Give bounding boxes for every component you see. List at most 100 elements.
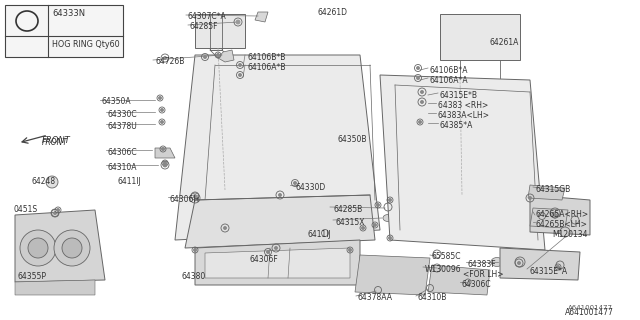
Ellipse shape [250,254,280,272]
Polygon shape [500,248,580,280]
Circle shape [388,198,392,202]
Text: 64330D: 64330D [295,183,325,192]
Polygon shape [530,195,590,235]
Circle shape [163,57,166,60]
Circle shape [20,230,56,266]
Polygon shape [428,265,490,295]
Text: 64310B: 64310B [418,293,447,302]
Circle shape [419,121,422,124]
Text: 64315E*A: 64315E*A [530,267,568,276]
Circle shape [557,266,559,268]
Text: 64248: 64248 [32,177,56,186]
Text: <FOR LH>: <FOR LH> [463,270,504,279]
Ellipse shape [383,214,393,221]
Text: 64285B: 64285B [333,205,362,214]
Circle shape [236,20,240,24]
Circle shape [163,163,167,167]
Text: A641001477: A641001477 [565,308,614,317]
Text: 64726B: 64726B [155,57,184,66]
Circle shape [193,249,196,252]
Text: FRONT: FRONT [42,136,71,145]
Circle shape [62,238,82,258]
Text: 64315GB: 64315GB [535,185,570,194]
Circle shape [28,238,48,258]
Text: 64265A<RH>: 64265A<RH> [535,210,588,219]
Text: 64307C*A: 64307C*A [188,12,227,21]
Text: 64265B<LH>: 64265B<LH> [535,220,587,229]
Text: 64385*A: 64385*A [440,121,474,130]
Text: M120134: M120134 [552,230,588,239]
Text: 64355P: 64355P [18,272,47,281]
Ellipse shape [200,193,211,201]
Circle shape [417,67,419,69]
Circle shape [223,227,227,229]
Text: 64383F: 64383F [468,260,497,269]
Text: 64350A: 64350A [102,97,132,106]
Text: 64306C: 64306C [462,280,492,289]
Circle shape [239,63,241,67]
Text: 64261A: 64261A [490,38,520,47]
Circle shape [278,194,282,196]
Circle shape [417,76,419,79]
Polygon shape [255,12,268,22]
Circle shape [294,181,296,185]
Circle shape [275,246,278,250]
Circle shape [349,249,351,252]
Circle shape [54,212,56,214]
Polygon shape [440,14,520,60]
Text: 64315E*B: 64315E*B [440,91,478,100]
Circle shape [362,227,365,229]
Circle shape [518,261,520,265]
Polygon shape [175,55,380,240]
Text: 64378AA: 64378AA [358,293,393,302]
Circle shape [266,251,269,253]
Text: 64306H: 64306H [170,195,200,204]
Circle shape [163,162,166,164]
Circle shape [56,209,60,212]
Polygon shape [155,148,175,158]
Circle shape [159,97,161,100]
Circle shape [161,121,163,124]
Text: 0451S: 0451S [14,205,38,214]
Text: W130096: W130096 [425,265,461,274]
Polygon shape [530,208,568,228]
Polygon shape [15,280,95,295]
Text: 65585C: 65585C [432,252,461,261]
Polygon shape [195,14,245,48]
Text: 64261D: 64261D [318,8,348,17]
Polygon shape [185,195,375,248]
Ellipse shape [491,258,503,267]
Text: 64330C: 64330C [108,110,138,119]
Text: 64306C: 64306C [108,148,138,157]
Polygon shape [380,75,545,250]
Circle shape [193,195,196,197]
Text: 64333N: 64333N [52,9,85,18]
Text: 6411IJ: 6411IJ [118,177,141,186]
Circle shape [161,148,164,150]
Circle shape [420,91,424,93]
Text: 64378U: 64378U [108,122,138,131]
Bar [5,5,123,57]
Circle shape [161,108,163,111]
Circle shape [560,227,570,237]
Text: 64106B*A: 64106B*A [430,66,468,75]
Circle shape [374,223,376,227]
Text: 64383 <RH>: 64383 <RH> [438,101,488,110]
Circle shape [376,204,380,206]
Circle shape [46,176,58,188]
Circle shape [216,53,220,57]
Circle shape [54,230,90,266]
Circle shape [554,213,557,217]
Polygon shape [15,210,105,282]
Polygon shape [218,50,234,62]
Text: HOG RING Qty60: HOG RING Qty60 [52,40,120,49]
Text: 64306F: 64306F [250,255,279,264]
Polygon shape [355,255,430,295]
Polygon shape [528,185,565,200]
Text: 64380: 64380 [182,272,206,281]
Circle shape [388,236,392,239]
Circle shape [204,55,207,59]
Text: A641001477: A641001477 [568,305,613,311]
Text: 64285F: 64285F [190,22,218,31]
Polygon shape [205,248,350,278]
